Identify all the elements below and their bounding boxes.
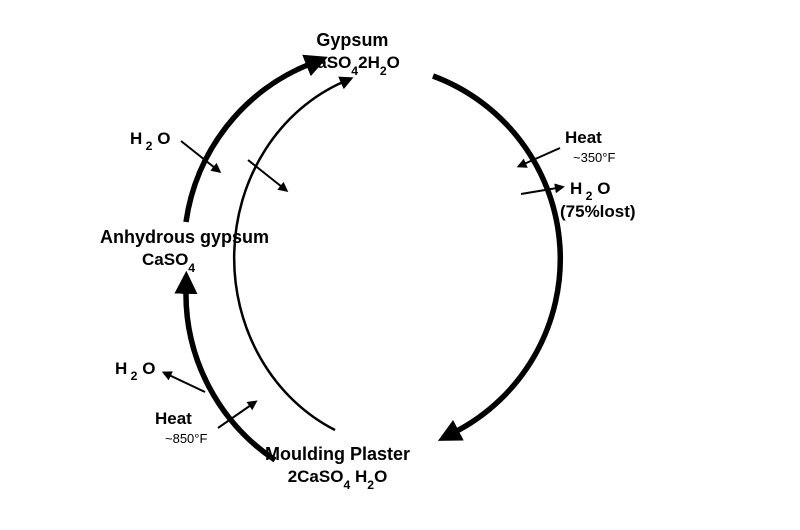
moulding-formula: 2CaSO4 H2O <box>265 466 410 491</box>
gypsum-title: Gypsum <box>305 28 400 52</box>
annot-temp-r: ~350°F <box>573 149 615 167</box>
anhydrous-title: Anhydrous gypsum <box>100 225 269 249</box>
moulding-title: Moulding Plaster <box>265 442 410 466</box>
annot-h2o-tl: H 2 O <box>130 128 170 153</box>
annot-h2o-bl: H 2 O <box>115 358 155 383</box>
node-anhydrous: Anhydrous gypsum CaSO4 <box>100 225 269 274</box>
annot-temp-b: ~850°F <box>165 430 207 448</box>
annot-heat-b: Heat <box>155 408 192 431</box>
annot-heat-r: Heat <box>565 127 602 150</box>
small-arrow-bl-out <box>169 375 205 392</box>
annot-h2o-r: H 2 O <box>570 178 610 203</box>
arc-left-top <box>186 64 310 222</box>
gypsum-formula: CaSO42H2O <box>305 52 400 77</box>
anhydrous-formula: CaSO4 <box>100 249 269 274</box>
node-gypsum: Gypsum CaSO42H2O <box>305 28 400 77</box>
arc-right <box>433 76 560 432</box>
annot-lost-r: (75%lost) <box>560 201 636 224</box>
node-moulding: Moulding Plaster 2CaSO4 H2O <box>265 442 410 491</box>
